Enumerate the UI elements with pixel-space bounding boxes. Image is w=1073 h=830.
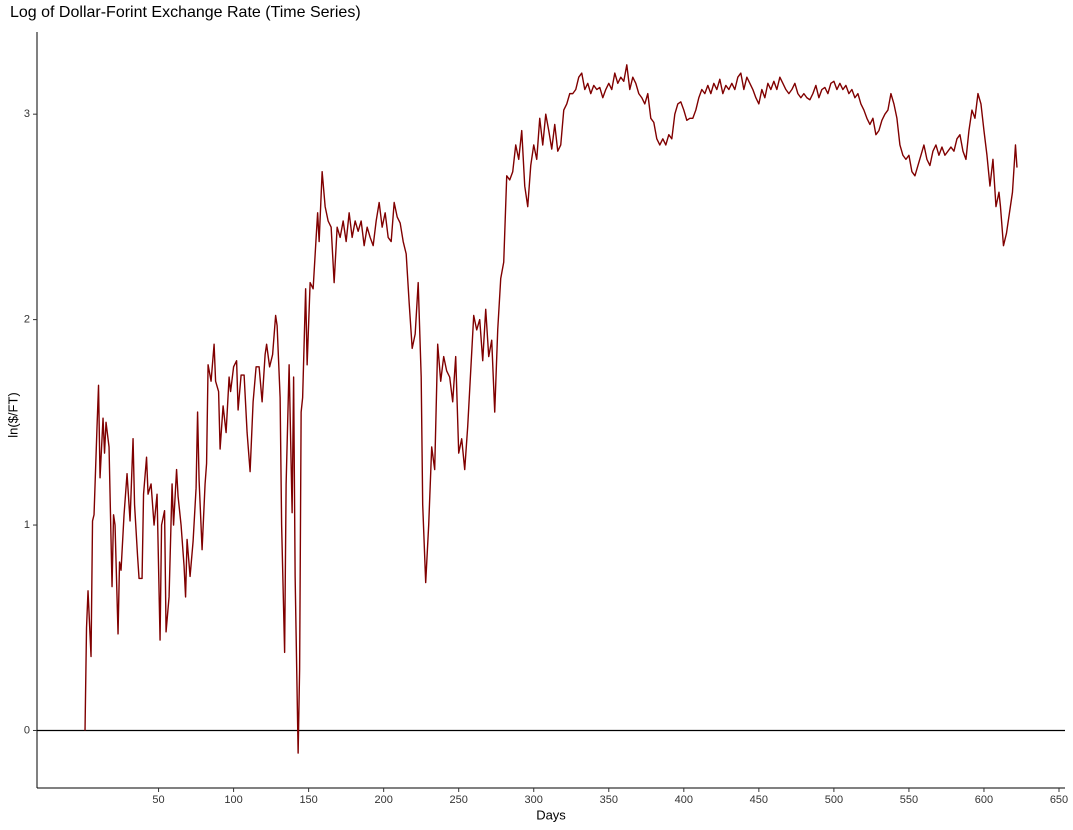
x-tick-label: 150 [299, 794, 317, 806]
y-tick-label: 1 [24, 519, 30, 531]
x-tick-label: 350 [600, 794, 618, 806]
x-tick-label: 250 [450, 794, 468, 806]
chart-title: Log of Dollar-Forint Exchange Rate (Time… [10, 4, 361, 21]
x-tick-label: 400 [675, 794, 693, 806]
x-tick-label: 200 [374, 794, 392, 806]
x-tick-label: 450 [750, 794, 768, 806]
y-axis-title: ln($/FT) [5, 392, 20, 438]
x-tick-label: 600 [975, 794, 993, 806]
data-line [84, 64, 1018, 754]
x-tick-label: 650 [1050, 794, 1068, 806]
y-tick-label: 2 [24, 314, 30, 326]
x-tick-label: 550 [900, 794, 918, 806]
x-tick-label: 500 [825, 794, 843, 806]
x-tick-label: 50 [152, 794, 164, 806]
y-tick-label: 3 [24, 108, 30, 120]
x-tick-label: 100 [224, 794, 242, 806]
y-tick-label: 0 [24, 724, 30, 736]
x-tick-label: 300 [525, 794, 543, 806]
x-axis-title: Days [536, 807, 566, 822]
